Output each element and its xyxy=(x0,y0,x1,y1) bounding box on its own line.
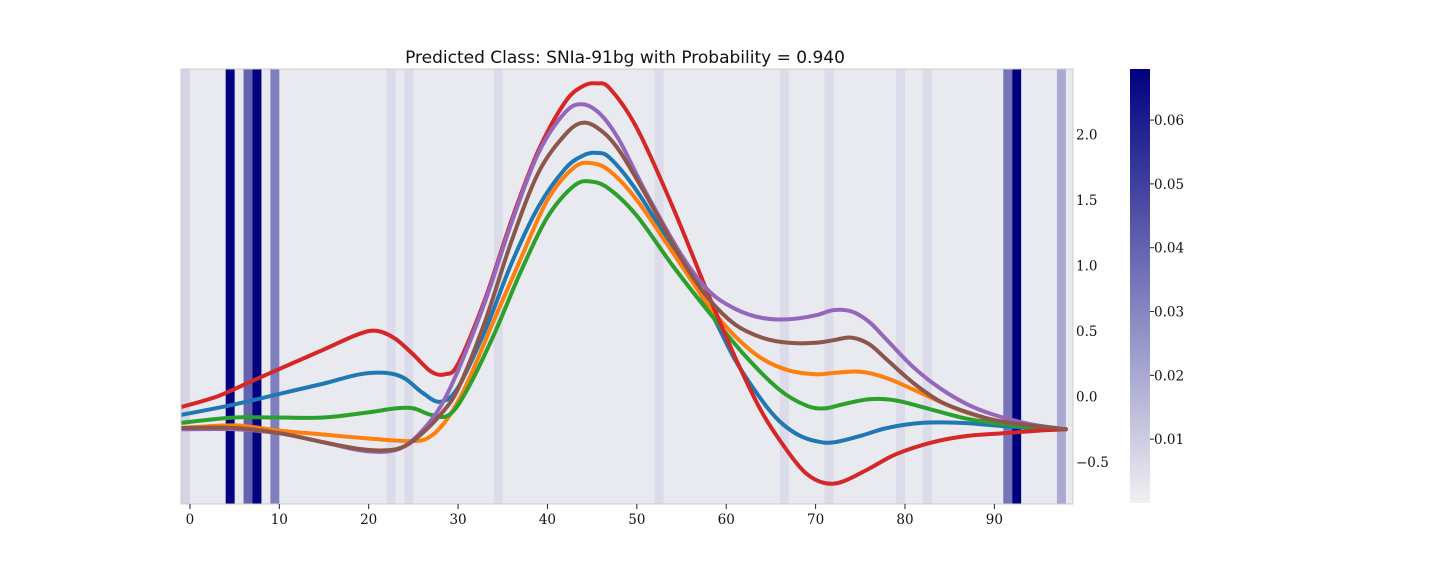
plot-area xyxy=(180,68,1074,505)
attention-band xyxy=(779,69,789,504)
colorbar-tick-label: 0.03 xyxy=(1154,305,1184,321)
y-tick-label: 1.0 xyxy=(1076,259,1097,275)
x-axis: 0 10 20 30 40 50 60 70 80 90 xyxy=(186,504,1003,528)
series-line-4 xyxy=(181,81,1068,486)
colorbar: 0.01 0.02 0.03 0.04 0.05 0.06 xyxy=(1130,69,1184,503)
x-tick-label: 60 xyxy=(718,512,735,528)
x-tick-label: 90 xyxy=(986,512,1003,528)
plot-frame xyxy=(180,68,1074,505)
series-line-6 xyxy=(181,120,1068,453)
attention-band xyxy=(896,69,905,504)
attention-band xyxy=(404,69,414,504)
colorbar-tick-label: 0.06 xyxy=(1154,113,1184,129)
x-tick-label: 70 xyxy=(807,512,824,528)
x-tick-label: 0 xyxy=(186,512,195,528)
y-axis: −0.5 0.0 0.5 1.0 1.5 2.0 xyxy=(1076,128,1109,472)
y-tick-label: 0.0 xyxy=(1076,390,1097,406)
x-tick-label: 10 xyxy=(271,512,288,528)
x-tick-label: 20 xyxy=(360,512,377,528)
series-line-3 xyxy=(181,179,1068,432)
colorbar-tick-label: 0.02 xyxy=(1154,368,1184,384)
y-tick-label: 0.5 xyxy=(1076,324,1097,340)
attention-band xyxy=(824,69,834,504)
attention-band xyxy=(270,69,280,504)
attention-band xyxy=(1012,69,1022,504)
colorbar-gradient xyxy=(1130,69,1150,503)
attention-band xyxy=(922,69,932,504)
attention-band xyxy=(1056,69,1066,504)
x-tick-label: 40 xyxy=(539,512,556,528)
attention-band xyxy=(225,69,235,504)
colorbar-tick-label: 0.04 xyxy=(1154,241,1184,257)
x-tick-label: 50 xyxy=(628,512,645,528)
attention-band xyxy=(386,69,396,504)
x-tick-label: 30 xyxy=(449,512,466,528)
attention-band xyxy=(654,69,664,504)
y-tick-label: 1.5 xyxy=(1076,193,1097,209)
attention-band xyxy=(252,69,262,504)
series-lines xyxy=(181,81,1068,486)
y-tick-label: −0.5 xyxy=(1076,455,1109,471)
colorbar-ticks: 0.01 0.02 0.03 0.04 0.05 0.06 xyxy=(1150,113,1184,448)
series-line-1 xyxy=(181,150,1068,445)
attention-band xyxy=(1003,69,1013,504)
colorbar-tick-label: 0.05 xyxy=(1154,177,1184,193)
attention-band xyxy=(243,69,253,504)
y-tick-label: 2.0 xyxy=(1076,128,1097,144)
colorbar-tick-label: 0.01 xyxy=(1154,432,1184,448)
x-tick-label: 80 xyxy=(896,512,913,528)
chart-title: Predicted Class: SNIa-91bg with Probabil… xyxy=(405,48,845,68)
attention-band xyxy=(181,69,190,504)
